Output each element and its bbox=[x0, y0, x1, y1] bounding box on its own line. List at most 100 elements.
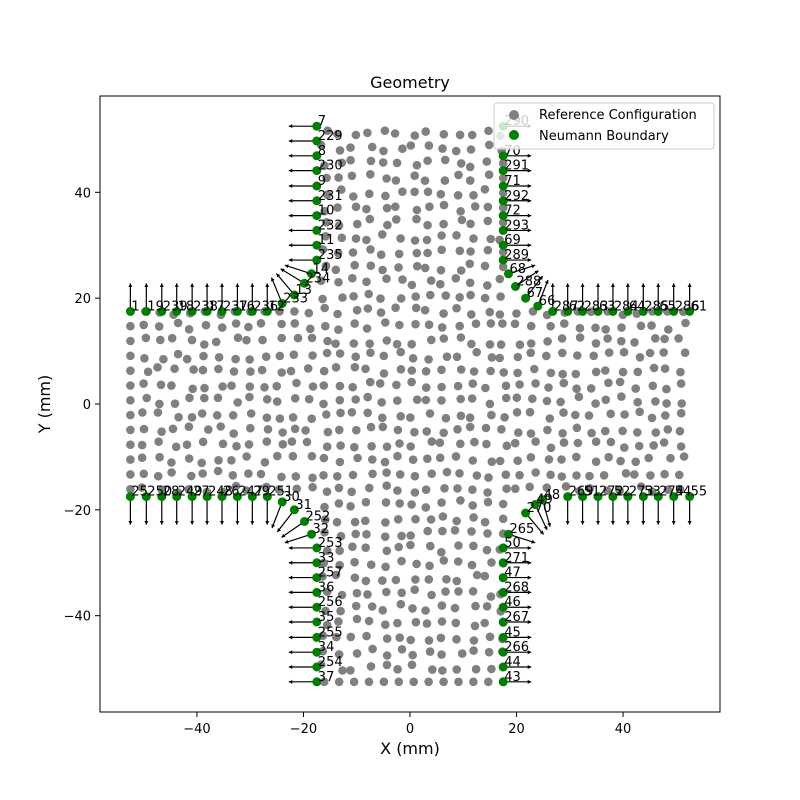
reference-point bbox=[366, 560, 376, 569]
traction-arrow-head bbox=[527, 590, 532, 595]
reference-point bbox=[321, 261, 331, 271]
node-label: 292 bbox=[504, 189, 529, 204]
reference-point bbox=[323, 126, 332, 135]
reference-point bbox=[573, 438, 583, 448]
reference-point bbox=[337, 233, 347, 243]
reference-point bbox=[408, 354, 418, 363]
reference-point bbox=[630, 470, 639, 479]
reference-point bbox=[335, 381, 345, 391]
reference-point bbox=[423, 156, 432, 165]
reference-point bbox=[456, 439, 465, 449]
reference-point bbox=[618, 367, 628, 377]
reference-point bbox=[421, 485, 431, 495]
reference-point bbox=[184, 485, 194, 494]
reference-point bbox=[410, 187, 419, 197]
reference-point bbox=[470, 202, 480, 211]
reference-point bbox=[469, 677, 478, 687]
reference-point bbox=[485, 340, 495, 349]
reference-point bbox=[363, 408, 373, 418]
node-label: 265 bbox=[510, 522, 535, 537]
reference-point bbox=[680, 348, 690, 358]
reference-point bbox=[333, 309, 342, 319]
reference-point bbox=[674, 334, 683, 343]
node-label: 293 bbox=[504, 218, 529, 233]
reference-point bbox=[197, 458, 206, 468]
reference-point bbox=[411, 319, 420, 329]
reference-point bbox=[362, 631, 371, 641]
reference-point bbox=[338, 666, 347, 675]
traction-arrow-head bbox=[235, 283, 240, 287]
reference-point bbox=[421, 395, 431, 405]
reference-point bbox=[546, 443, 556, 453]
reference-point bbox=[366, 245, 375, 254]
reference-point bbox=[379, 146, 388, 156]
reference-point bbox=[348, 382, 358, 392]
reference-point bbox=[646, 471, 655, 480]
reference-point bbox=[659, 438, 669, 447]
reference-point bbox=[229, 429, 238, 438]
reference-point bbox=[392, 380, 401, 390]
reference-point bbox=[322, 442, 332, 452]
reference-point bbox=[560, 319, 569, 328]
reference-point bbox=[336, 531, 346, 541]
neumann-boundary-point bbox=[653, 492, 663, 502]
node-label: 287 bbox=[554, 299, 579, 314]
reference-point bbox=[456, 411, 466, 421]
traction-arrow-head bbox=[527, 605, 532, 610]
reference-point bbox=[571, 410, 580, 420]
reference-point bbox=[676, 367, 685, 377]
node-label: 13 bbox=[295, 283, 312, 298]
traction-arrow bbox=[508, 533, 536, 544]
reference-point bbox=[559, 438, 569, 447]
reference-point bbox=[349, 192, 358, 201]
node-label: 267 bbox=[504, 610, 529, 625]
reference-point bbox=[351, 202, 361, 212]
reference-point bbox=[617, 336, 626, 346]
node-label: 44 bbox=[504, 655, 521, 670]
reference-point bbox=[376, 250, 386, 259]
reference-point bbox=[630, 338, 639, 347]
reference-point bbox=[586, 384, 596, 393]
neumann-boundary-point bbox=[312, 255, 322, 265]
reference-point bbox=[301, 426, 310, 435]
reference-point bbox=[396, 412, 406, 421]
reference-point bbox=[218, 382, 227, 391]
reference-point bbox=[501, 393, 511, 403]
reference-point bbox=[437, 396, 446, 405]
node-label: 19 bbox=[147, 299, 164, 314]
reference-point bbox=[365, 339, 375, 349]
reference-point bbox=[155, 399, 164, 409]
reference-point bbox=[438, 666, 447, 675]
reference-point bbox=[487, 410, 496, 420]
reference-point bbox=[526, 339, 536, 348]
reference-point bbox=[633, 397, 642, 407]
reference-point bbox=[483, 529, 492, 538]
reference-point bbox=[290, 307, 299, 316]
reference-point bbox=[635, 353, 645, 362]
reference-point bbox=[412, 395, 422, 405]
node-label: 249 bbox=[178, 485, 203, 500]
reference-point bbox=[487, 457, 497, 467]
reference-point bbox=[363, 304, 373, 313]
reference-point bbox=[469, 367, 479, 376]
reference-point bbox=[636, 482, 646, 491]
neumann-boundary-point bbox=[653, 306, 663, 316]
reference-point bbox=[262, 395, 272, 404]
traction-arrow bbox=[280, 268, 305, 284]
reference-point bbox=[424, 141, 434, 150]
reference-point bbox=[501, 381, 511, 391]
reference-point bbox=[423, 220, 432, 230]
reference-point bbox=[242, 486, 251, 495]
reference-point bbox=[197, 409, 207, 418]
traction-arrow-head bbox=[610, 521, 615, 525]
reference-point bbox=[167, 468, 176, 477]
reference-point bbox=[334, 617, 343, 626]
reference-point bbox=[333, 472, 342, 481]
reference-point bbox=[214, 364, 223, 374]
traction-arrow-head bbox=[544, 280, 549, 284]
reference-point bbox=[397, 531, 406, 541]
reference-point bbox=[412, 248, 422, 258]
traction-arrow-head bbox=[277, 527, 282, 532]
reference-point bbox=[307, 414, 317, 424]
traction-arrow-head bbox=[527, 635, 532, 640]
